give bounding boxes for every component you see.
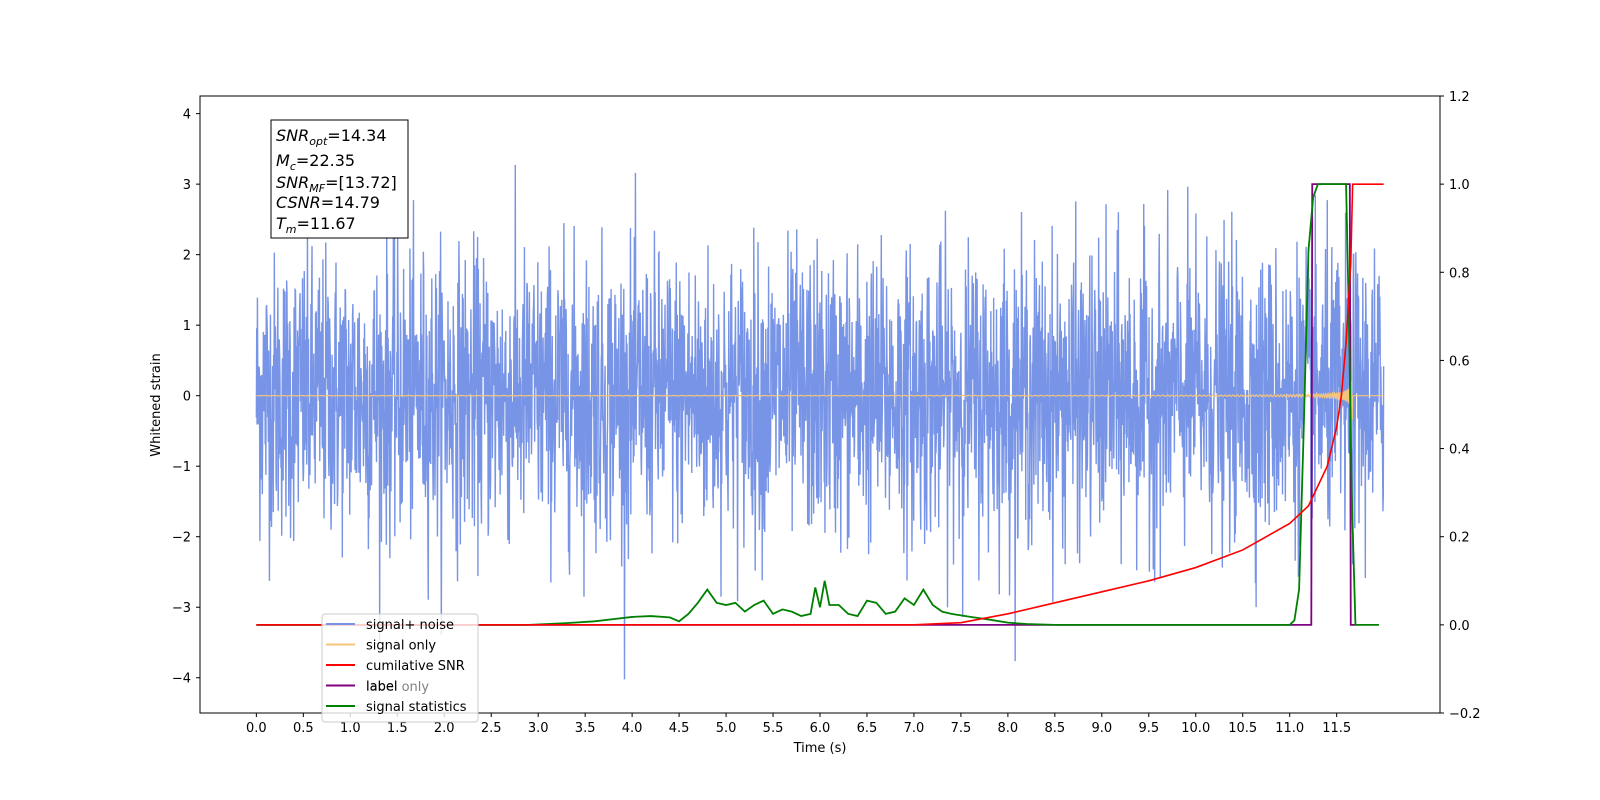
series-signal-only xyxy=(256,380,1384,420)
legend-entry-0: signal+ noise xyxy=(366,618,454,633)
y2-tick-label-5: 0.8 xyxy=(1449,266,1470,281)
x-tick-label-23: 11.5 xyxy=(1322,721,1351,736)
info-snr-mf: SNRMF=[13.72] xyxy=(276,173,397,195)
y-tick-label-7: 3 xyxy=(183,178,191,193)
y2-tick-label-0: −0.2 xyxy=(1449,707,1481,722)
legend: signal+ noise signal only cumilative SNR la… xyxy=(321,613,479,723)
x-tick-label-7: 3.5 xyxy=(575,721,596,736)
info-box: SNRopt=14.34 Mc=22.35 SNRMF=[13.72] CSNR… xyxy=(270,119,409,239)
x-axis-label: Time (s) xyxy=(793,741,847,756)
series-signal-noise xyxy=(255,164,1385,680)
y-tick-label-5: 1 xyxy=(183,319,191,334)
info-mc: Mc=22.35 xyxy=(276,151,355,173)
x-tick-label-2: 1.0 xyxy=(340,721,361,736)
x-tick-label-14: 7.0 xyxy=(904,721,925,736)
x-tick-label-6: 3.0 xyxy=(528,721,549,736)
x-tick-label-5: 2.5 xyxy=(481,721,502,736)
x-tick-label-17: 8.5 xyxy=(1045,721,1066,736)
x-tick-label-16: 8.0 xyxy=(998,721,1019,736)
y-axis-left: −4 −3 −2 −1 0 1 2 3 4 xyxy=(172,108,200,687)
x-tick-label-4: 2.0 xyxy=(434,721,455,736)
legend-entry-4: signal statistics xyxy=(366,700,467,715)
y-tick-label-3: −1 xyxy=(172,460,191,475)
y-tick-label-4: 0 xyxy=(183,390,191,405)
x-tick-label-8: 4.0 xyxy=(622,721,643,736)
x-tick-label-22: 11.0 xyxy=(1275,721,1304,736)
info-snr-opt: SNRopt=14.34 xyxy=(276,126,387,148)
y-tick-label-1: −3 xyxy=(172,601,191,616)
y-tick-label-6: 2 xyxy=(183,249,191,264)
x-tick-label-11: 5.5 xyxy=(763,721,784,736)
y2-tick-label-6: 1.0 xyxy=(1449,178,1470,193)
series-signal-statistics xyxy=(256,183,1379,626)
series-cumilative-snr xyxy=(256,183,1384,626)
legend-entry-2: cumilative SNR xyxy=(366,659,465,674)
legend-entry-label-only: label only xyxy=(366,680,429,695)
x-axis: 0.0 0.5 1.0 1.5 2.0 2.5 3.0 3.5 4.0 4.5 5.0 5.5 6.0 6… xyxy=(246,713,1351,736)
info-csnr: CSNR=14.79 xyxy=(276,193,380,212)
y-tick-label-2: −2 xyxy=(172,531,191,546)
y2-tick-label-2: 0.2 xyxy=(1449,531,1470,546)
x-tick-label-20: 10.0 xyxy=(1181,721,1210,736)
x-tick-label-19: 9.5 xyxy=(1138,721,1159,736)
x-tick-label-10: 5.0 xyxy=(716,721,737,736)
y-tick-label-0: −4 xyxy=(172,672,191,687)
y2-tick-label-1: 0.0 xyxy=(1449,619,1470,634)
x-tick-label-3: 1.5 xyxy=(387,721,408,736)
y2-tick-label-4: 0.6 xyxy=(1449,354,1470,369)
series-layer xyxy=(255,164,1385,680)
x-tick-label-0: 0.0 xyxy=(246,721,267,736)
y-tick-label-8: 4 xyxy=(183,108,191,123)
y-axis-label: Whitened strain xyxy=(149,353,164,456)
x-tick-label-1: 0.5 xyxy=(293,721,314,736)
x-tick-label-13: 6.5 xyxy=(857,721,878,736)
legend-entry-3: label xyxy=(366,680,397,695)
y2-tick-label-7: 1.2 xyxy=(1449,90,1470,105)
x-tick-label-18: 9.0 xyxy=(1091,721,1112,736)
x-tick-label-12: 6.0 xyxy=(810,721,831,736)
x-tick-label-21: 10.5 xyxy=(1228,721,1257,736)
y2-tick-label-3: 0.4 xyxy=(1449,443,1470,458)
info-tm: Tm=11.67 xyxy=(276,214,356,236)
legend-entry-1: signal only xyxy=(366,639,436,654)
y-axis-right: −0.2 0.0 0.2 0.4 0.6 0.8 1.0 1.2 xyxy=(1440,90,1481,722)
x-tick-label-9: 4.5 xyxy=(669,721,690,736)
x-tick-label-15: 7.5 xyxy=(951,721,972,736)
